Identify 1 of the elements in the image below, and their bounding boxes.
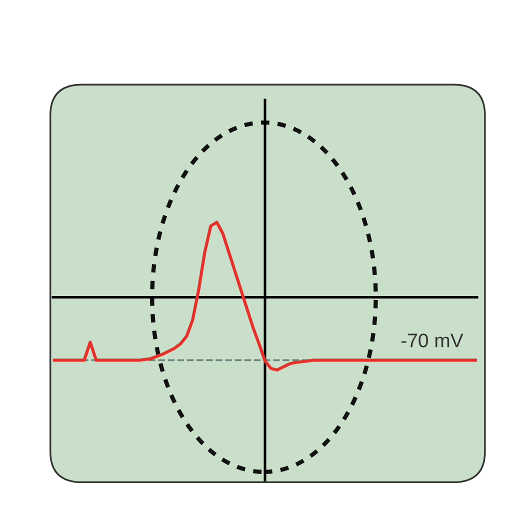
ref-line-label: -70 mV: [402, 334, 464, 348]
